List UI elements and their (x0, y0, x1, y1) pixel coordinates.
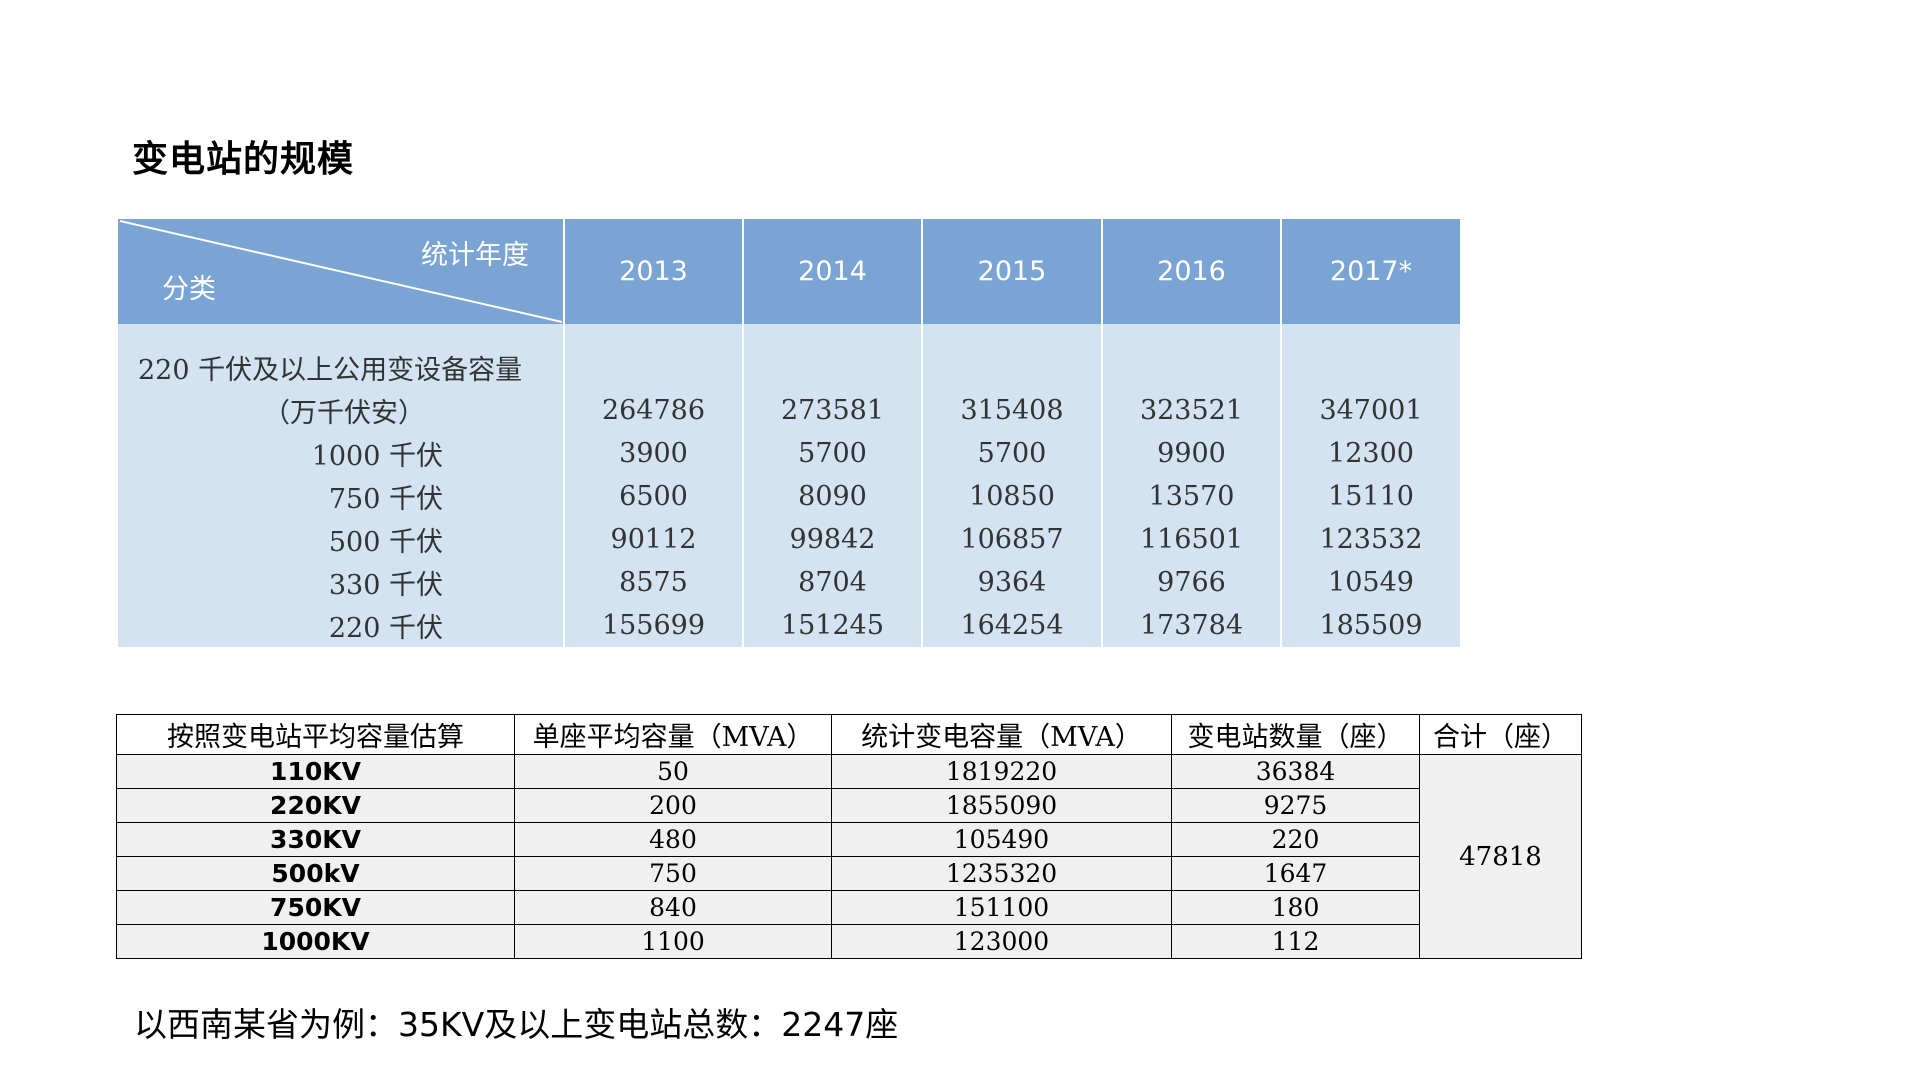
voltage-level-cell: 1000KV (116, 924, 515, 959)
table-cell: 15110 (1281, 475, 1460, 518)
table-cell: 123000 (831, 924, 1172, 959)
voltage-level-cell: 750KV (116, 890, 515, 925)
row-label: 330 千伏 (118, 561, 565, 604)
table-cell: 9364 (922, 561, 1103, 604)
table-cell: 50 (514, 754, 832, 789)
table-cell: 151100 (831, 890, 1172, 925)
category-label: 分类 (162, 274, 216, 305)
table-cell: 105490 (831, 822, 1172, 857)
table-cell: 10549 (1281, 561, 1460, 604)
row-label: 750 千伏 (118, 475, 565, 518)
substation-estimate-table: 按照变电站平均容量估算 单座平均容量（MVA） 统计变电容量（MVA） 变电站数… (116, 714, 1582, 959)
table-cell: 840 (514, 890, 832, 925)
column-header: 变电站数量（座） (1171, 714, 1420, 755)
voltage-level-cell: 110KV (116, 754, 515, 789)
table-row: 1000 千伏 3900 5700 5700 9900 12300 (118, 432, 1460, 475)
voltage-level-cell: 330KV (116, 822, 515, 857)
row-label: 1000 千伏 (118, 432, 565, 475)
table-cell: 180 (1171, 890, 1420, 925)
year-header: 2013 (564, 219, 744, 324)
table-cell: 750 (514, 856, 832, 891)
table-cell: 13570 (1102, 475, 1282, 518)
table-cell: 123532 (1281, 518, 1460, 561)
table-cell: 5700 (922, 432, 1103, 475)
row-label: 220 千伏 (118, 604, 565, 647)
table-cell: 9766 (1102, 561, 1282, 604)
table-row: 220 千伏及以上公用变设备容量 (118, 346, 1460, 389)
table-row: 330 千伏 8575 8704 9364 9766 10549 (118, 561, 1460, 604)
year-header: 2016 (1102, 219, 1282, 324)
table-row: 500 千伏 90112 99842 106857 116501 123532 (118, 518, 1460, 561)
table-row: 1000KV 1100 123000 112 (116, 924, 1582, 959)
table-row: 110KV 50 1819220 36384 47818 (116, 754, 1582, 959)
table-cell: 6500 (564, 475, 744, 518)
table-cell: 1855090 (831, 788, 1172, 823)
table2-header-row: 按照变电站平均容量估算 单座平均容量（MVA） 统计变电容量（MVA） 变电站数… (116, 714, 1582, 755)
table-cell: 200 (514, 788, 832, 823)
table-cell: 164254 (922, 604, 1103, 647)
table-row: 750 千伏 6500 8090 10850 13570 15110 (118, 475, 1460, 518)
table-row: 750KV 840 151100 180 (116, 890, 1582, 925)
table-cell: 10850 (922, 475, 1103, 518)
table1-header-row: 统计年度 分类 2013 2014 2015 2016 2017* (118, 219, 1460, 324)
table-cell: 9275 (1171, 788, 1420, 823)
page-title: 变电站的规模 (132, 139, 355, 180)
capacity-by-year-table: 统计年度 分类 2013 2014 2015 2016 2017* 220 千伏… (118, 219, 1460, 647)
table-cell: 90112 (564, 518, 744, 561)
statistic-year-label: 统计年度 (421, 240, 529, 271)
column-header: 单座平均容量（MVA） (514, 714, 832, 755)
table-cell: 3900 (564, 432, 744, 475)
corner-header-cell: 统计年度 分类 (118, 219, 565, 324)
table-cell: 1100 (514, 924, 832, 959)
table-cell: 5700 (743, 432, 923, 475)
table-cell: 116501 (1102, 518, 1282, 561)
column-header: 合计（座） (1419, 714, 1582, 755)
table-cell: 185509 (1281, 604, 1460, 647)
table-row: （万千伏安） 264786 273581 315408 323521 34700… (118, 389, 1460, 432)
footnote-text: 以西南某省为例：35KV及以上变电站总数：2247座 (134, 1005, 899, 1044)
table-cell: 220 (1171, 822, 1420, 857)
voltage-level-cell: 500kV (116, 856, 515, 891)
year-header: 2017* (1281, 219, 1460, 324)
table-row: 330KV 480 105490 220 (116, 822, 1582, 857)
diagonal-divider (119, 220, 563, 323)
table-cell: 8090 (743, 475, 923, 518)
table-cell: 106857 (922, 518, 1103, 561)
table-cell: 315408 (922, 389, 1103, 432)
table-cell: 12300 (1281, 432, 1460, 475)
table-cell: 1647 (1171, 856, 1420, 891)
table-cell: 112 (1171, 924, 1420, 959)
table-cell: 1235320 (831, 856, 1172, 891)
voltage-level-cell: 220KV (116, 788, 515, 823)
table-cell: 173784 (1102, 604, 1282, 647)
row-label: （万千伏安） (118, 389, 565, 432)
table-cell: 323521 (1102, 389, 1282, 432)
year-header: 2015 (922, 219, 1103, 324)
total-count-cell: 47818 (1419, 754, 1582, 959)
table-cell: 1819220 (831, 754, 1172, 789)
table-cell: 8704 (743, 561, 923, 604)
row-label: 500 千伏 (118, 518, 565, 561)
column-header: 按照变电站平均容量估算 (116, 714, 515, 755)
column-header: 统计变电容量（MVA） (831, 714, 1172, 755)
table-cell: 36384 (1171, 754, 1420, 789)
table-cell: 264786 (564, 389, 744, 432)
year-header: 2014 (743, 219, 923, 324)
table-cell: 8575 (564, 561, 744, 604)
table-row: 500kV 750 1235320 1647 (116, 856, 1582, 891)
table-row: 220 千伏 155699 151245 164254 173784 18550… (118, 604, 1460, 647)
table-cell: 99842 (743, 518, 923, 561)
table-cell: 9900 (1102, 432, 1282, 475)
table-cell: 273581 (743, 389, 923, 432)
table-cell: 480 (514, 822, 832, 857)
table-cell: 151245 (743, 604, 923, 647)
table-cell: 155699 (564, 604, 744, 647)
row-label: 220 千伏及以上公用变设备容量 (118, 346, 565, 389)
table-row: 220KV 200 1855090 9275 (116, 788, 1582, 823)
table-spacer-row (118, 324, 1460, 346)
table-cell: 347001 (1281, 389, 1460, 432)
